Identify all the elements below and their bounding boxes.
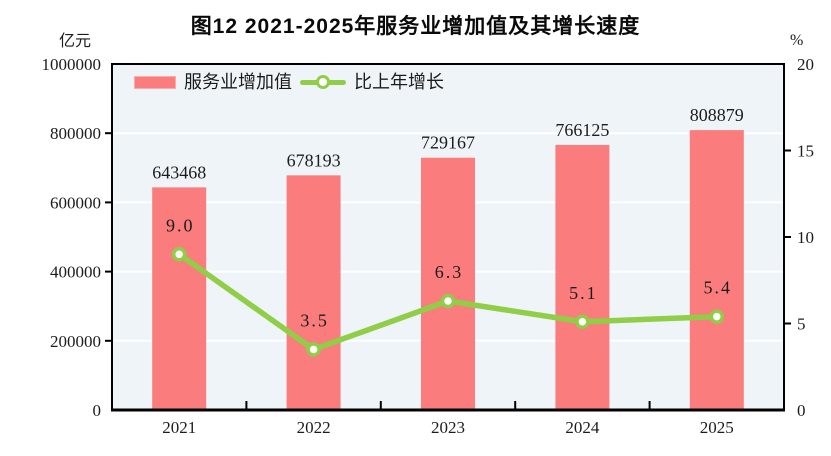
growth-value-label-2024: 5.1 (569, 283, 598, 303)
bar-value-label-2024: 766125 (555, 120, 609, 140)
left-tick-label: 200000 (50, 332, 101, 351)
right-tick-label: 5 (797, 315, 806, 334)
left-tick-label: 800000 (50, 124, 101, 143)
right-tick-label: 0 (797, 401, 806, 420)
left-tick-label: 600000 (50, 193, 101, 212)
growth-marker-2024 (575, 314, 590, 330)
left-tick-label: 1000000 (42, 55, 102, 74)
left-tick-label: 400000 (50, 263, 101, 282)
left-tick-label: 0 (93, 401, 102, 420)
chart-title: 图12 2021-2025年服务业增加值及其增长速度 (190, 15, 641, 38)
bar-value-label-2022: 678193 (287, 150, 341, 170)
left-axis-unit: 亿元 (58, 33, 91, 50)
growth-marker-2022 (306, 342, 321, 357)
growth-value-label-2022: 3.5 (300, 310, 329, 330)
right-tick-label: 15 (797, 142, 814, 161)
legend-line-label: 比上年增长 (354, 72, 444, 92)
growth-value-label-2025: 5.4 (704, 278, 733, 298)
right-tick-label: 20 (797, 55, 814, 74)
right-tick-label: 10 (797, 228, 814, 247)
legend-line-marker-icon (300, 75, 346, 89)
legend: 服务业增加值 比上年增长 (134, 73, 444, 91)
legend-line-dot-icon (316, 75, 330, 89)
x-tick-label: 2022 (297, 418, 331, 437)
growth-marker-2023 (440, 293, 456, 309)
bar-value-label-2023: 729167 (421, 133, 475, 153)
bar-2023 (421, 157, 475, 410)
bar-2021 (152, 187, 207, 410)
legend-bar-swatch-icon (134, 75, 176, 89)
bar-value-label-2021: 643468 (152, 162, 206, 182)
x-tick-label: 2025 (700, 418, 734, 437)
x-tick-label: 2024 (565, 418, 600, 437)
right-axis-unit: % (790, 32, 804, 49)
bar-2022 (286, 175, 341, 410)
growth-marker-2025 (709, 309, 725, 324)
growth-value-label-2023: 6.3 (435, 262, 464, 282)
bar-2024 (555, 144, 610, 410)
growth-marker-2021 (171, 247, 187, 262)
legend-bar-label: 服务业增加值 (184, 72, 292, 92)
bar-2025 (689, 130, 744, 410)
bar-value-label-2025: 808879 (690, 105, 744, 125)
x-tick-label: 2021 (162, 418, 196, 437)
growth-value-label-2021: 9.0 (166, 215, 195, 235)
x-tick-label: 2023 (431, 418, 465, 437)
